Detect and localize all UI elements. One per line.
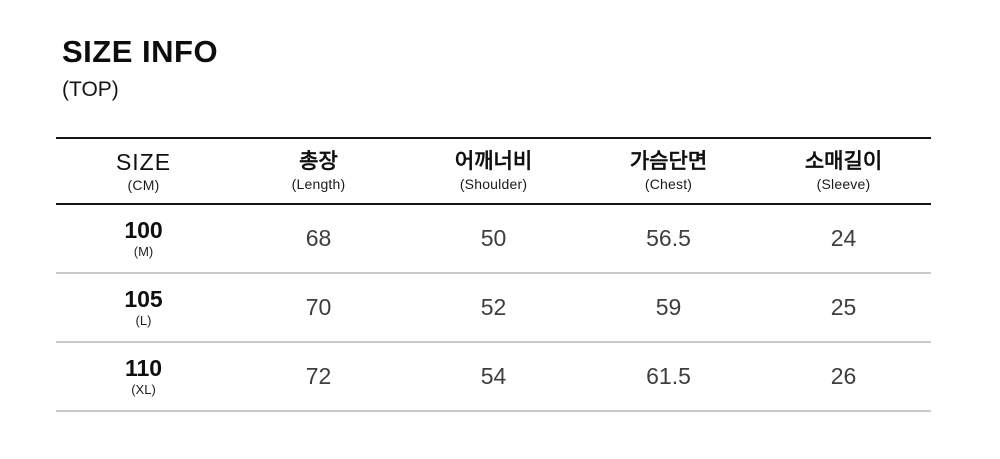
value-length: 72 — [231, 342, 406, 412]
value-chest: 56.5 — [581, 204, 756, 274]
value-shoulder: 54 — [406, 342, 581, 412]
size-letter: (M) — [133, 244, 154, 260]
column-header-sleeve: 소매길이 (Sleeve) — [756, 138, 931, 205]
value-sleeve: 25 — [756, 273, 931, 343]
size-number: 110 — [124, 354, 163, 381]
table-row-size-110: 110 (XL) 72 54 61.5 26 — [56, 342, 931, 412]
value-sleeve: 24 — [756, 204, 931, 274]
table-body: 100 (M) 68 50 56.5 24 105 (L) 70 52 59 2… — [56, 204, 931, 412]
size-number: 105 — [124, 285, 163, 312]
table-row-size-105: 105 (L) 70 52 59 25 — [56, 273, 931, 343]
table-header: SIZE (CM) 총장 (Length) 어깨너비 (Shoulder) 가슴… — [56, 138, 931, 205]
value-shoulder: 52 — [406, 273, 581, 343]
column-sublabel-chest: (Chest) — [644, 176, 693, 193]
table-row-size-100: 100 (M) 68 50 56.5 24 — [56, 204, 931, 274]
size-info-table: SIZE (CM) 총장 (Length) 어깨너비 (Shoulder) 가슴… — [56, 137, 931, 412]
column-header-shoulder: 어깨너비 (Shoulder) — [406, 138, 581, 205]
value-shoulder: 50 — [406, 204, 581, 274]
size-number: 100 — [124, 216, 163, 243]
column-label-size: SIZE — [115, 148, 172, 175]
column-header-length: 총장 (Length) — [231, 138, 406, 205]
value-length: 68 — [231, 204, 406, 274]
column-label-sleeve: 소매길이 — [804, 149, 883, 173]
size-cell-110: 110 (XL) — [56, 342, 231, 412]
size-letter: (XL) — [131, 382, 156, 398]
value-chest: 61.5 — [581, 342, 756, 412]
value-length: 70 — [231, 273, 406, 343]
column-sublabel-sleeve: (Sleeve) — [816, 176, 871, 193]
size-cell-100: 100 (M) — [56, 204, 231, 274]
column-label-length: 총장 — [299, 149, 338, 173]
page-title: SIZE INFO — [62, 34, 219, 69]
size-letter: (L) — [135, 313, 152, 329]
value-sleeve: 26 — [756, 342, 931, 412]
table-header-row: SIZE (CM) 총장 (Length) 어깨너비 (Shoulder) 가슴… — [56, 138, 931, 205]
page-subtitle: (TOP) — [62, 78, 119, 101]
column-header-size: SIZE (CM) — [56, 138, 231, 205]
column-label-shoulder: 어깨너비 — [454, 149, 533, 173]
size-cell-105: 105 (L) — [56, 273, 231, 343]
column-sublabel-size: (CM) — [127, 177, 160, 194]
column-header-chest: 가슴단면 (Chest) — [581, 138, 756, 205]
column-label-chest: 가슴단면 — [629, 149, 708, 173]
value-chest: 59 — [581, 273, 756, 343]
column-sublabel-length: (Length) — [291, 176, 346, 193]
column-sublabel-shoulder: (Shoulder) — [459, 176, 528, 193]
